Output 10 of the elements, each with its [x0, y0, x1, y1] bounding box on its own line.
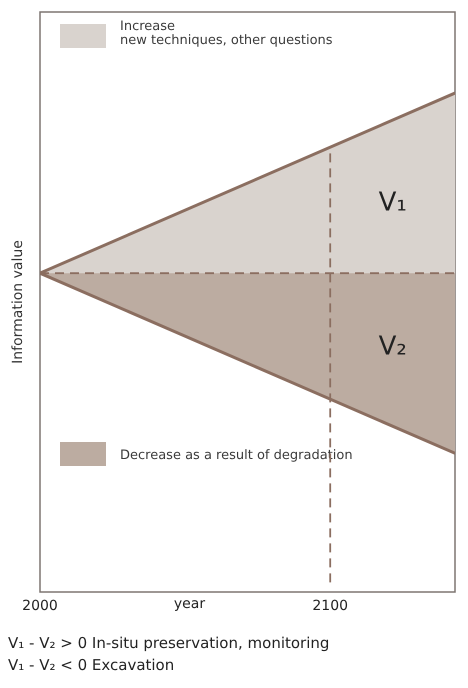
x-axis-title: year — [174, 596, 206, 612]
annotation: V₂ — [378, 331, 407, 362]
text: V₁ - V₂ < 0 Excavation — [8, 655, 176, 676]
legend-label: Increase new techniques, other questions — [120, 19, 333, 48]
y-axis-title: Information value — [10, 240, 26, 364]
legend-label: Decrease as a result of degradation — [120, 448, 353, 463]
text: V₁ - V₂ > 0 In-situ preservation, monitoring — [8, 633, 330, 654]
x-tick-label: 2000 — [22, 598, 58, 614]
annotation: V₁ — [378, 187, 407, 218]
x-tick-label: 2100 — [312, 598, 348, 614]
